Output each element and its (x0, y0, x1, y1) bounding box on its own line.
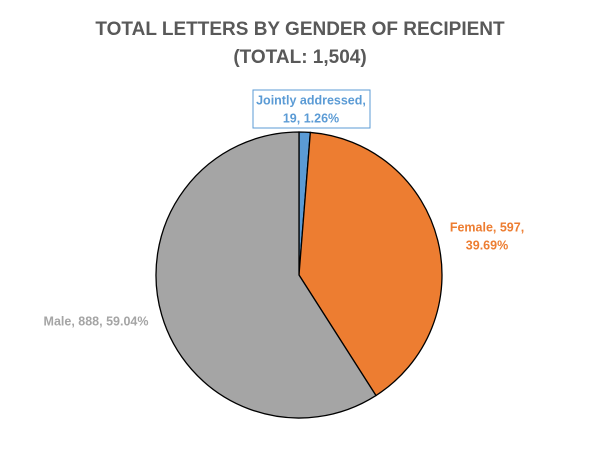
label-box (252, 89, 371, 129)
chart-subtitle: (TOTAL: 1,504) (233, 47, 366, 68)
pie-slice (298, 131, 443, 397)
pie-slice (155, 131, 377, 419)
data-label: Female, 597, (450, 220, 524, 234)
data-label: 39.69% (466, 238, 508, 252)
data-label: Jointly addressed, (256, 93, 366, 107)
data-label: Male, 888, 59.04% (44, 314, 149, 328)
data-label: 19, 1.26% (283, 111, 339, 125)
chart-title: TOTAL LETTERS BY GENDER OF RECIPIENT (95, 19, 505, 40)
